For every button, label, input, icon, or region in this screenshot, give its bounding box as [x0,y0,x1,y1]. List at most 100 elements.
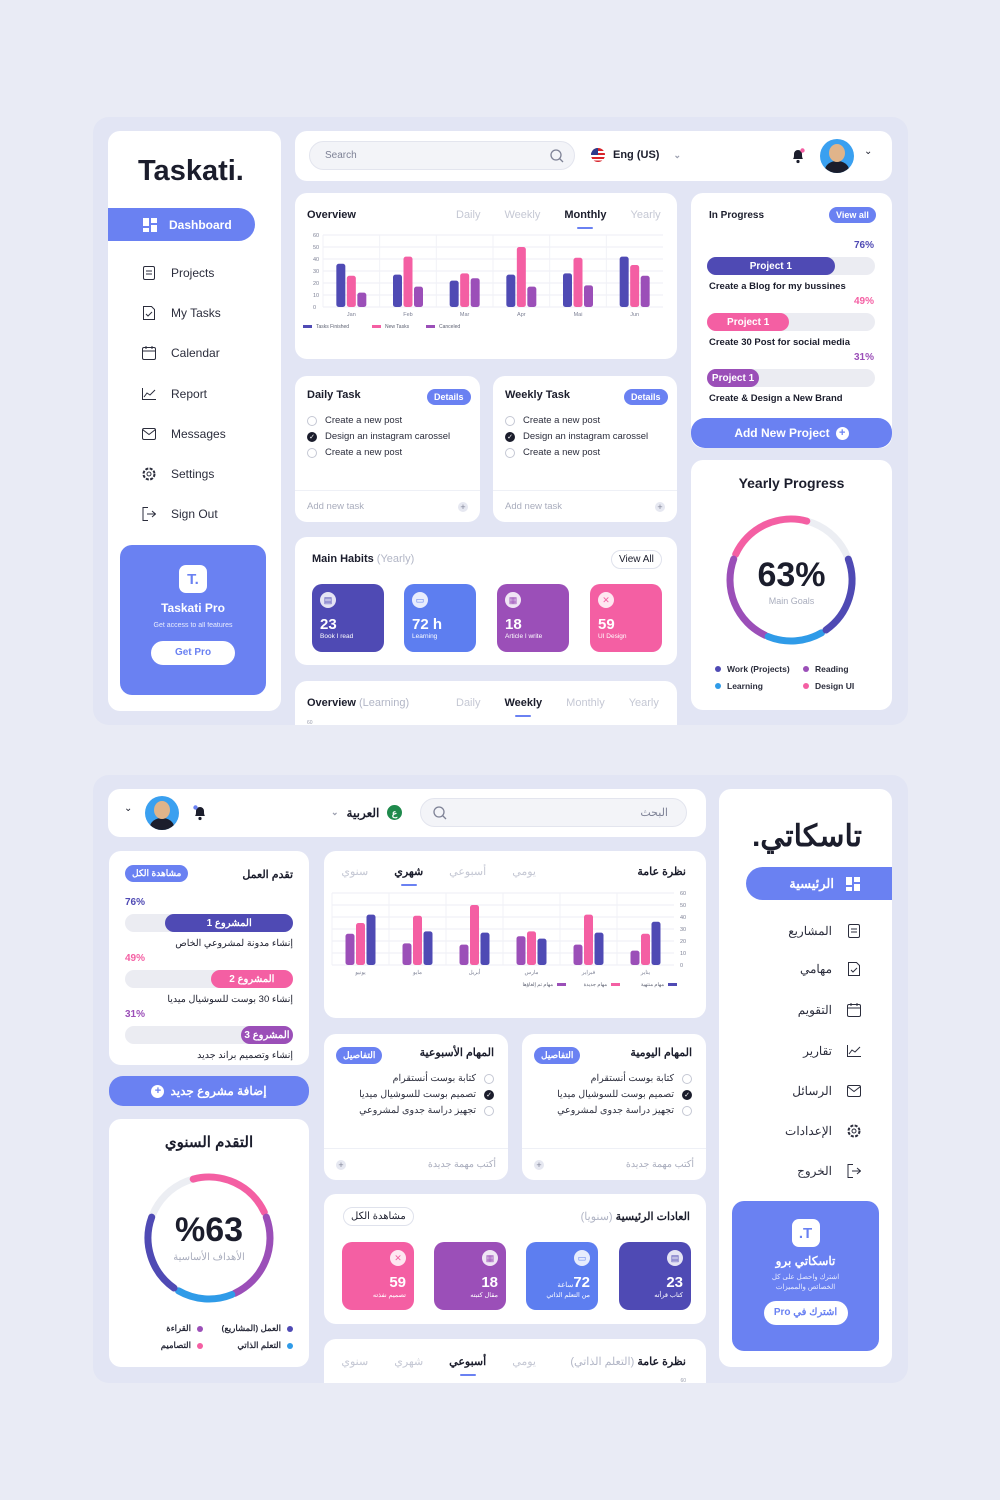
sidebar-item-sign-out[interactable]: Sign Out [141,506,218,522]
view-all-button[interactable]: مشاهدة الكل [125,865,189,882]
gear-icon [141,466,157,482]
checkbox-checked[interactable]: ✓ [505,431,515,442]
user-avatar[interactable] [820,139,854,173]
task-item[interactable]: ✓ Design an instagram carossel [505,431,648,442]
yearly-progress-donut [144,1173,274,1303]
add-task-input[interactable]: أكتب مهمة جديدة + [324,1148,508,1180]
tab-yearly[interactable]: Yearly [630,209,661,221]
tab-yearly[interactable]: سنوي [341,866,369,878]
tab-weekly[interactable]: Weekly [504,697,543,709]
checkbox[interactable] [307,447,317,458]
sidebar-item-calendar[interactable]: التقويم [798,1002,862,1018]
sidebar-item-messages[interactable]: الرسائل [792,1083,862,1099]
task-item[interactable]: ✓ تصميم بوست للسوشيال ميديا [557,1089,692,1100]
checkbox-checked[interactable]: ✓ [307,431,317,442]
checkbox[interactable] [682,1073,692,1084]
habit-card-books[interactable]: ▤ 23 Book I read [312,584,384,652]
tab-monthly[interactable]: شهري [394,1356,424,1368]
task-item[interactable]: كتابة بوست أنستقرام [591,1073,692,1084]
get-pro-button[interactable]: اشترك في Pro [763,1301,848,1325]
tab-yearly[interactable]: Yearly [628,697,659,709]
task-item[interactable]: كتابة بوست أنستقرام [393,1073,494,1084]
tab-monthly[interactable]: Monthly [566,697,605,709]
task-item[interactable]: ✓ تصميم بوست للسوشيال ميديا [359,1089,494,1100]
tab-daily[interactable]: Daily [456,697,481,709]
sidebar-item-dashboard[interactable]: Dashboard [108,208,255,241]
tab-daily[interactable]: يومي [512,1356,536,1368]
sidebar-item-home[interactable]: الرئيسية [746,867,892,900]
tab-monthly[interactable]: Monthly [564,209,607,221]
task-item[interactable]: Create a new post [505,415,600,426]
checkbox[interactable] [484,1105,494,1116]
checkbox[interactable] [505,415,515,426]
add-new-project-button[interactable]: Add New Project + [691,418,892,448]
sidebar-item-my-tasks[interactable]: My Tasks [141,305,221,321]
y-tick-label: 50 [313,245,319,251]
checkbox[interactable] [484,1073,494,1084]
habit-card-articles[interactable]: ▦ 18 Article I write [497,584,569,652]
task-item[interactable]: تجهيز دراسة جدوى لمشروعي [557,1105,692,1116]
notification-bell-icon[interactable] [193,805,207,821]
sidebar-item-report[interactable]: Report [141,386,207,402]
plus-icon[interactable]: + [534,1159,544,1170]
search-input[interactable]: Search [309,141,575,170]
get-pro-button[interactable]: Get Pro [151,641,235,665]
task-item[interactable]: Create a new post [307,415,402,426]
checkbox-checked[interactable]: ✓ [484,1089,494,1100]
tab-weekly[interactable]: Weekly [504,209,541,221]
plus-icon[interactable]: + [655,501,665,512]
sidebar-item-messages[interactable]: Messages [141,426,226,442]
tab-weekly[interactable]: أسبوعي [449,1356,487,1368]
tab-yearly[interactable]: سنوي [341,1356,369,1368]
tab-daily[interactable]: Daily [456,209,481,221]
tab-daily[interactable]: يومي [512,866,536,878]
view-all-button[interactable]: View All [611,550,662,569]
add-new-project-button[interactable]: + إضافة مشروع جديد [109,1076,309,1106]
chevron-down-icon[interactable]: ⌄ [864,146,873,157]
checkbox-checked[interactable]: ✓ [682,1089,692,1100]
habit-card-learning[interactable]: ▭ 72ساعة من التعلم الذاتي [526,1242,598,1310]
view-all-button[interactable]: مشاهدة الكل [343,1207,414,1226]
notification-bell-icon[interactable] [791,148,805,164]
tab-monthly[interactable]: شهري [394,866,424,878]
sidebar-item-projects[interactable]: Projects [141,265,214,281]
habit-card-books[interactable]: ▤ 23 كتاب قرأته [619,1242,691,1310]
details-button[interactable]: التفاصيل [336,1047,383,1064]
habit-card-design[interactable]: ✕ 59 UI Design [590,584,662,652]
details-button[interactable]: Details [427,389,471,405]
tab-weekly[interactable]: أسبوعي [449,866,487,878]
plus-icon[interactable]: + [458,501,468,512]
task-item[interactable]: ✓ Design an instagram carossel [307,431,450,442]
add-task-input[interactable]: أكتب مهمة جديدة + [522,1148,706,1180]
checkbox[interactable] [505,447,515,458]
sidebar-item-projects[interactable]: المشاريع [788,923,862,939]
details-button[interactable]: التفاصيل [534,1047,581,1064]
view-all-button[interactable]: View all [829,207,876,223]
sidebar-item-calendar[interactable]: Calendar [141,345,220,361]
chart-bar [619,256,629,307]
sidebar-item-settings[interactable]: الإعدادات [785,1123,862,1139]
habit-card-articles[interactable]: ▦ 18 مقال كتبته [434,1242,506,1310]
english-dashboard: Taskati. Dashboard Projects My Tasks Cal… [93,117,908,725]
plus-icon[interactable]: + [336,1159,346,1170]
chevron-down-icon[interactable]: ⌄ [124,803,133,814]
language-selector[interactable]: Eng (US) ⌄ [591,148,681,162]
add-task-input[interactable]: Add new task + [295,490,480,522]
details-button[interactable]: Details [624,389,668,405]
add-task-input[interactable]: Add new task + [493,490,677,522]
habit-card-design[interactable]: ✕ 59 تصميم نفذته [342,1242,414,1310]
task-item[interactable]: تجهيز دراسة جدوى لمشروعي [359,1105,494,1116]
search-input[interactable]: البحث [420,798,687,827]
checkbox[interactable] [307,415,317,426]
habit-card-learning[interactable]: ▭ 72 h Learning [404,584,476,652]
sidebar-item-report[interactable]: تقارير [803,1043,862,1059]
sidebar-item-label: My Tasks [171,306,221,320]
language-selector[interactable]: ⌄ العربية ع [331,805,403,820]
task-item[interactable]: Create a new post [307,447,402,458]
checkbox[interactable] [682,1105,692,1116]
sidebar-item-settings[interactable]: Settings [141,466,214,482]
sidebar-item-my-tasks[interactable]: مهامي [800,961,862,977]
user-avatar[interactable] [145,796,179,830]
sidebar-item-sign-out[interactable]: الخروج [797,1163,862,1179]
task-item[interactable]: Create a new post [505,447,600,458]
